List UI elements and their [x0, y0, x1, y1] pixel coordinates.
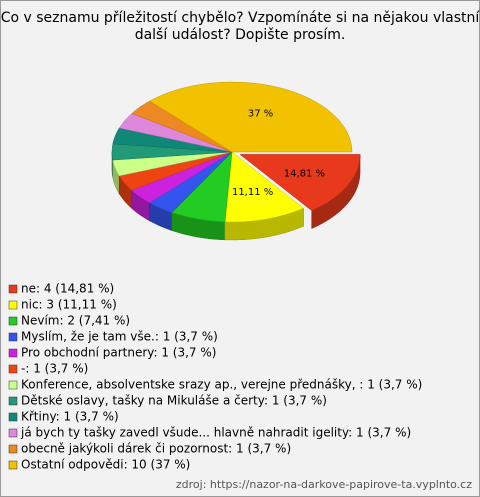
legend-swatch: [8, 316, 18, 326]
legend-label: Nevím: 2 (7,41 %): [21, 314, 130, 328]
legend-label: ne: 4 (14,81 %): [21, 282, 114, 296]
legend-label: Křtiny: 1 (3,7 %): [21, 410, 119, 424]
value-label: 11,11 %: [232, 187, 273, 198]
chart-title: Co v seznamu příležitostí chybělo? Vzpom…: [1, 10, 480, 26]
legend-label: obecně jakýkoli dárek či pozornost: 1 (3…: [21, 442, 291, 456]
legend-label: nic: 3 (11,11 %): [21, 298, 117, 312]
legend-label: Myslím, že je tam vše.: 1 (3,7 %): [21, 330, 218, 344]
legend-label: Konference, absolventske srazy ap., vere…: [21, 378, 422, 392]
legend-swatch: [8, 412, 18, 422]
legend-swatch: [8, 444, 18, 454]
value-label: 14,81 %: [284, 168, 325, 179]
legend-swatch: [8, 364, 18, 374]
slice: [224, 151, 305, 223]
legend-label: já bych ty tašky zavedl všude... hlavně …: [20, 426, 411, 440]
legend-swatch: [8, 380, 18, 390]
slice: [149, 81, 353, 153]
legend-swatch: [8, 428, 18, 438]
legend-label: -: 1 (3,7 %): [21, 362, 88, 376]
legend-swatch: [8, 460, 18, 470]
legend-swatch: [8, 348, 18, 358]
legend-label: Ostatní odpovědi: 10 (37 %): [21, 458, 190, 472]
value-label: 37 %: [248, 108, 273, 119]
legend-swatch: [8, 332, 18, 342]
source: zdroj: https://nazor-na-darkove-papirove…: [176, 478, 472, 491]
legend-swatch: [8, 300, 18, 310]
legend-label: Pro obchodní partnery: 1 (3,7 %): [21, 346, 216, 360]
legend-swatch: [8, 396, 18, 406]
legend-label: Dětské oslavy, tašky na Mikuláše a čerty…: [21, 394, 327, 408]
chart-title: další událost? Dopište prosím.: [135, 27, 346, 43]
legend-swatch: [8, 284, 18, 294]
slice: [239, 154, 361, 211]
